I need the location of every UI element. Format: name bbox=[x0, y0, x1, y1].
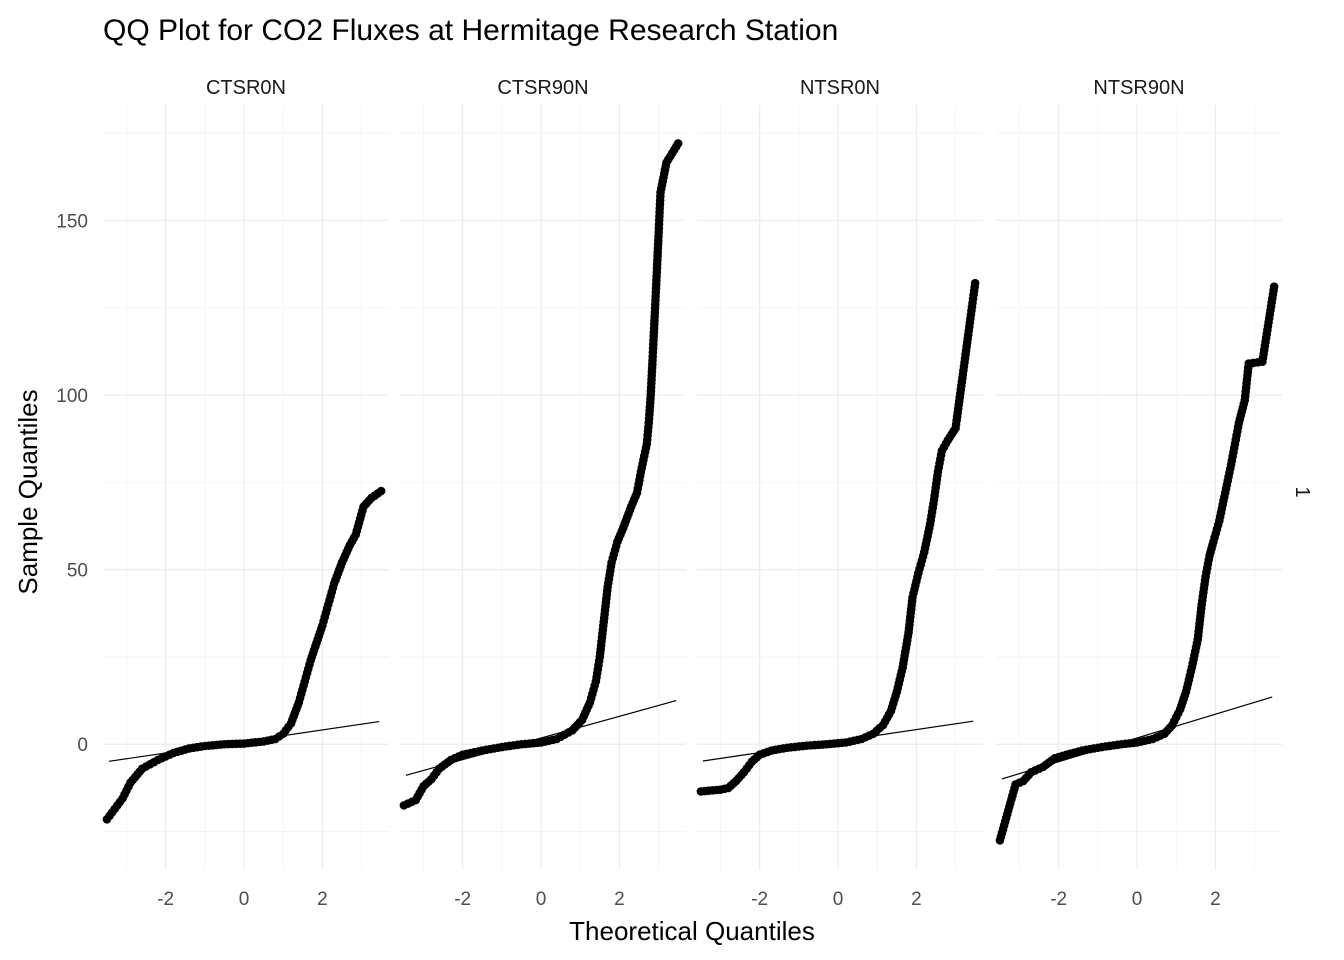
strip-label: NTSR0N bbox=[800, 77, 880, 99]
sample-point bbox=[970, 278, 980, 288]
chart-title: QQ Plot for CO2 Fluxes at Hermitage Rese… bbox=[103, 14, 838, 47]
sample-points bbox=[399, 139, 683, 810]
x-tick-label: 0 bbox=[833, 889, 844, 910]
x-tick-label: -2 bbox=[1050, 889, 1067, 910]
strip-label: NTSR90N bbox=[1093, 77, 1184, 99]
x-tick-label: 2 bbox=[911, 889, 922, 910]
facet-panel-ctsr0n: CTSR0N -2 0 2 bbox=[102, 77, 389, 910]
x-tick-label: -2 bbox=[751, 889, 768, 910]
sample-point bbox=[376, 486, 386, 496]
x-tick-label: 0 bbox=[536, 889, 547, 910]
y-tick-label: 150 bbox=[56, 211, 88, 232]
x-tick-label: 2 bbox=[317, 889, 328, 910]
x-tick-label: 2 bbox=[614, 889, 625, 910]
y-axis-label: Sample Quantiles bbox=[13, 389, 43, 594]
sample-points bbox=[102, 486, 386, 824]
sample-points bbox=[696, 278, 980, 796]
x-tick-label: 2 bbox=[1210, 889, 1221, 910]
sample-points bbox=[995, 282, 1279, 845]
x-tick-label: 0 bbox=[1132, 889, 1143, 910]
facet-panel-ctsr90n: CTSR90N -2 0 2 bbox=[399, 77, 686, 910]
strip-label: CTSR0N bbox=[206, 77, 286, 99]
y-tick-label: 100 bbox=[56, 386, 88, 407]
y-tick-label: 50 bbox=[67, 561, 88, 582]
y-axis-ticks: 0 50 100 150 bbox=[56, 211, 88, 756]
x-tick-label: -2 bbox=[454, 889, 471, 910]
strip-label: CTSR90N bbox=[497, 77, 588, 99]
x-tick-label: 0 bbox=[239, 889, 250, 910]
sample-point bbox=[1269, 282, 1279, 291]
facet-panel-ntsr0n: NTSR0N -2 0 2 bbox=[696, 77, 983, 910]
x-tick-label: -2 bbox=[157, 889, 174, 910]
row-strip-label: 1 bbox=[1291, 486, 1313, 497]
facet-panels: CTSR0N -2 0 2 CTSR90N -2 0 2 NTSR0N -2 0 2 NTSR90N -2… bbox=[102, 77, 1282, 910]
y-tick-label: 0 bbox=[77, 735, 88, 756]
facet-panel-ntsr90n: NTSR90N -2 0 2 bbox=[995, 77, 1282, 910]
x-axis-label: Theoretical Quantiles bbox=[569, 916, 815, 946]
sample-point bbox=[673, 139, 683, 148]
